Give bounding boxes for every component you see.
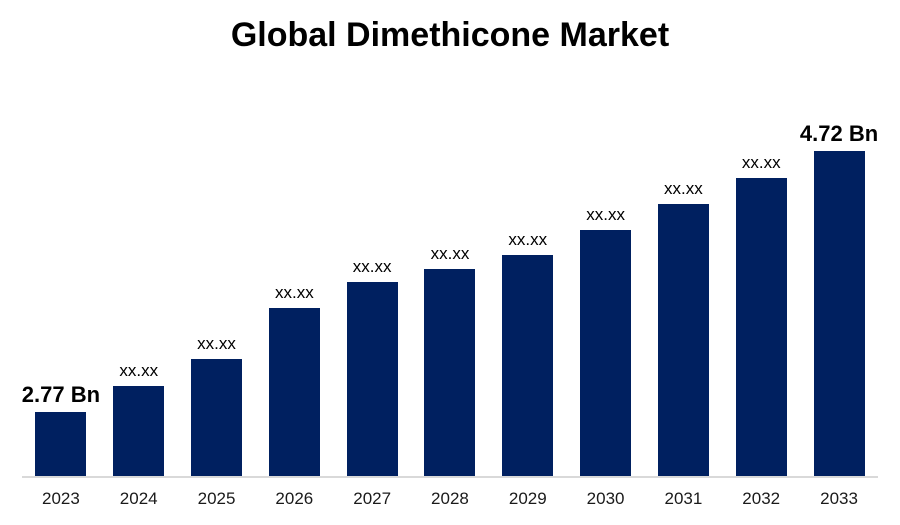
bar-value-label: xx.xx bbox=[119, 361, 159, 381]
bar-2023 bbox=[35, 412, 87, 476]
bar-2026 bbox=[268, 308, 320, 476]
bar-column-2026: xx.xx bbox=[255, 0, 333, 476]
bar-column-2023: 2.77 Bn bbox=[22, 0, 100, 476]
bar-column-2033: 4.72 Bn bbox=[800, 0, 878, 476]
bar-value-label: xx.xx bbox=[274, 283, 314, 303]
bar-column-2025: xx.xx bbox=[178, 0, 256, 476]
bar-value-label: 2.77 Bn bbox=[21, 381, 101, 407]
bar-2025 bbox=[191, 359, 243, 476]
x-axis-label-2032: 2032 bbox=[742, 489, 781, 508]
bar-column-2027: xx.xx bbox=[333, 0, 411, 476]
x-axis-label-2030: 2030 bbox=[586, 489, 625, 508]
bar-2032 bbox=[735, 178, 787, 476]
x-axis-label-2033: 2033 bbox=[820, 489, 858, 508]
bar-value-label: xx.xx bbox=[741, 153, 781, 173]
bar-column-2024: xx.xx bbox=[100, 0, 178, 476]
x-axis-label-2031: 2031 bbox=[664, 489, 703, 508]
x-axis-line bbox=[22, 476, 878, 478]
x-axis-labels: 2023 2024 2025 2026 2027 2028 2029 2030 2031 2032… bbox=[22, 489, 878, 509]
bar-2024 bbox=[113, 386, 165, 476]
x-axis-label-2026: 2026 bbox=[275, 489, 314, 508]
bar-value-label: xx.xx bbox=[586, 205, 625, 225]
bar-value-label: xx.xx bbox=[664, 179, 703, 199]
bar-value-label: xx.xx bbox=[508, 230, 548, 250]
bar-2029 bbox=[502, 255, 554, 476]
bar-2028 bbox=[424, 269, 476, 476]
bar-column-2030: xx.xx bbox=[567, 0, 645, 476]
bar-value-label: xx.xx bbox=[352, 257, 392, 277]
x-axis-label-2024: 2024 bbox=[119, 489, 158, 508]
bar-2030 bbox=[580, 230, 632, 476]
bar-2027 bbox=[346, 282, 398, 476]
chart-title: Global Dimethicone Market bbox=[230, 16, 670, 54]
bar-value-label: xx.xx bbox=[197, 334, 236, 354]
x-axis-label-2027: 2027 bbox=[353, 489, 392, 508]
bar-column-2028: xx.xx bbox=[411, 0, 489, 476]
plot-area: 2.77 Bn xx.xx xx.xx xx.xx xx.xx xx.xx xx.xx xx.… bbox=[22, 0, 878, 476]
bar-value-label: xx.xx bbox=[430, 244, 470, 264]
bar-2031 bbox=[657, 204, 709, 476]
x-axis-label-2029: 2029 bbox=[508, 489, 547, 508]
bar-column-2031: xx.xx bbox=[645, 0, 723, 476]
bar-2033 bbox=[813, 151, 865, 476]
bar-column-2032: xx.xx bbox=[722, 0, 800, 476]
x-axis-label-2023: 2023 bbox=[41, 489, 80, 508]
x-axis-label-2025: 2025 bbox=[197, 489, 236, 508]
bar-column-2029: xx.xx bbox=[489, 0, 567, 476]
bar-value-label: 4.72 Bn bbox=[799, 120, 879, 146]
x-axis-label-2028: 2028 bbox=[431, 489, 469, 508]
